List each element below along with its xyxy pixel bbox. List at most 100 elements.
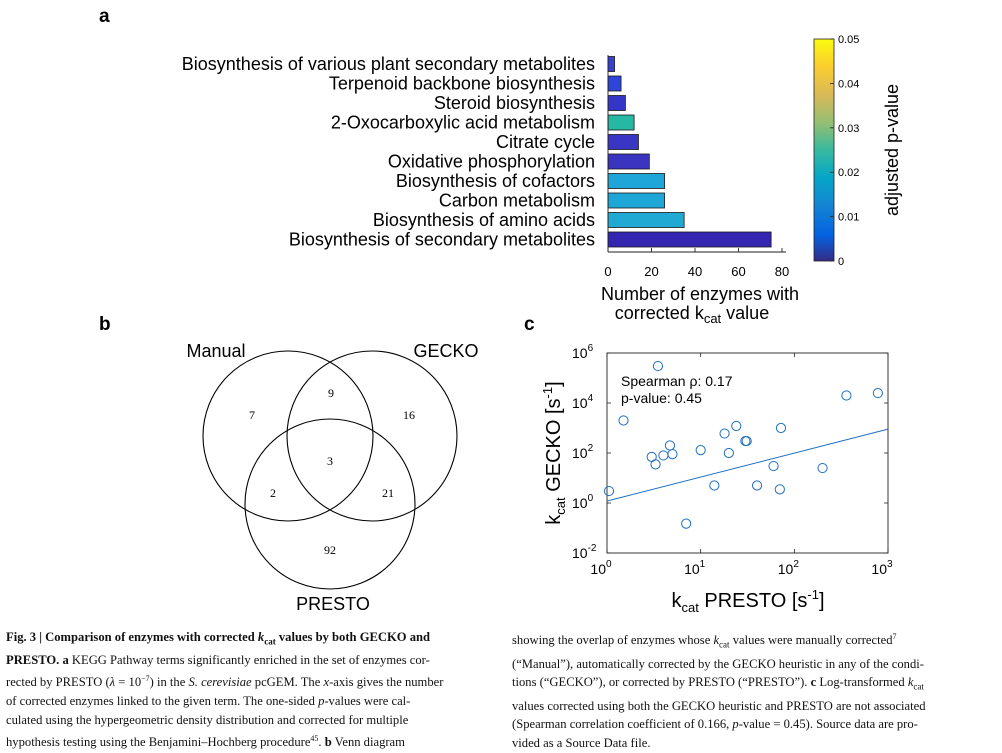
x-tick-label: 101 (684, 559, 706, 577)
data-point-1 (618, 415, 629, 426)
venn-region-gecko-only: 16 (403, 408, 415, 422)
data-point-9 (695, 445, 706, 456)
fit-line (606, 428, 889, 502)
colorbar-tick-label: 0.04 (838, 78, 859, 90)
category-label-3: Steroid biosynthesis (434, 93, 595, 113)
category-label-7: Biosynthesis of cofactors (396, 171, 595, 191)
data-point-5 (650, 459, 661, 470)
caption-line: tions (“GECKO”), or corrected by PRESTO … (512, 675, 924, 692)
caption-line: (“Manual”), automatically corrected by t… (512, 656, 924, 671)
data-point-21 (841, 390, 852, 401)
colorbar-ticks: 0 0.01 0.02 0.03 0.04 0.05 (830, 34, 859, 268)
caption-line: values corrected using both the GECKO he… (512, 698, 926, 713)
category-label-5: Citrate cycle (496, 132, 595, 152)
data-point-19 (775, 422, 787, 434)
data-point-2 (652, 360, 664, 372)
spearman-annotation: Spearman ρ: 0.17 (621, 373, 733, 389)
venn-label-manual: Manual (186, 341, 245, 361)
colorbar-label: adjusted p-value (882, 84, 902, 216)
data-point-22 (872, 387, 883, 399)
x-tick-label: 100 (590, 559, 612, 577)
colorbar-tick-label: 0.03 (838, 123, 859, 135)
colorbar (813, 38, 835, 262)
data-point-13 (731, 420, 742, 432)
y-tick-label: 100 (572, 493, 594, 511)
enrichment-bar-chart: Biosynthesis of various plant secondary … (182, 34, 902, 326)
venn-region-manual-presto: 2 (270, 486, 276, 500)
colorbar-tick-label: 0.02 (838, 167, 859, 179)
data-point-3 (603, 485, 615, 497)
panel-a-letter: a (99, 6, 110, 27)
y-tick-label: 104 (572, 393, 594, 411)
category-label-6: Oxidative phosphorylation (388, 152, 595, 172)
pvalue-annotation: p-value: 0.45 (621, 390, 702, 406)
data-point-18 (774, 484, 785, 495)
caption-line: of corrected enzymes linked to the given… (6, 694, 411, 709)
fit-line-group (606, 428, 889, 502)
y-tick-label: 10-2 (572, 543, 597, 561)
data-point-11 (719, 428, 730, 439)
x-tick-label: 40 (688, 264, 702, 279)
venn-region-manual-only: 7 (249, 408, 255, 422)
category-label-10: Biosynthesis of secondary metabolites (289, 230, 595, 250)
caption-line: rected by PRESTO (λ = 10−7) in the S. ce… (6, 674, 444, 690)
x-axis-title-line2: corrected kcat value (615, 303, 769, 326)
data-point-20 (817, 462, 828, 474)
data-point-12 (723, 447, 734, 459)
venn-region-gecko-presto: 21 (382, 486, 394, 500)
colorbar-tick-label: 0.01 (838, 212, 859, 224)
data-point-17 (768, 460, 779, 472)
category-label-1: Biosynthesis of various plant secondary … (182, 54, 595, 74)
caption-line: hypothesis testing using the Benjamini–H… (6, 733, 405, 749)
colorbar-tick-label: 0.05 (838, 34, 859, 46)
data-point-23 (681, 518, 692, 529)
category-label-4: 2-Oxocarboxylic acid metabolism (331, 113, 595, 133)
venn-circle-gecko (286, 350, 458, 522)
data-point-8 (667, 449, 678, 460)
data-point-16 (751, 480, 763, 491)
scatter-points (603, 360, 883, 529)
x-tick-label: 102 (778, 559, 800, 577)
category-label-2: Terpenoid backbone biosynthesis (329, 74, 595, 94)
caption-line: culated using the hypergeometric density… (6, 712, 409, 727)
venn-region-presto-only: 92 (324, 543, 336, 557)
x-axis-title-line1: Number of enzymes with (601, 284, 799, 304)
y-axis-title: kcat GECKO [s-1] (540, 381, 568, 524)
bars-group (607, 56, 772, 248)
x-tick-label: 60 (731, 264, 745, 279)
panel-c-letter: c (524, 314, 535, 335)
caption-line: Fig. 3 | Comparison of enzymes with corr… (6, 630, 431, 647)
y-tick-label: 102 (572, 443, 594, 461)
x-axis: 0 20 40 60 80 (604, 55, 789, 279)
x-axis-title: kcat PRESTO [s-1] (671, 587, 824, 615)
figure-caption-left: Fig. 3 | Comparison of enzymes with corr… (6, 628, 492, 752)
venn-circle-presto (244, 418, 416, 590)
category-label-9: Biosynthesis of amino acids (373, 210, 595, 230)
venn-label-presto: PRESTO (296, 594, 370, 614)
venn-region-manual-gecko: 9 (328, 386, 334, 400)
caption-line: vided as a Source Data file. (512, 736, 651, 751)
data-point-6 (658, 450, 669, 461)
x-axis-ticks: 100 101 102 103 (590, 353, 893, 577)
colorbar-tick-label: 0 (838, 256, 844, 268)
figure-caption-right: showing the overlap of enzymes whose kca… (512, 628, 998, 753)
caption-line: PRESTO. a KEGG Pathway terms significant… (6, 653, 430, 668)
y-tick-label: 106 (572, 343, 594, 361)
venn-circle-manual (202, 350, 374, 522)
category-labels: Biosynthesis of various plant secondary … (182, 54, 595, 250)
caption-line: showing the overlap of enzymes whose kca… (512, 632, 897, 650)
y-axis-ticks: 10-2 100 102 104 106 (572, 343, 888, 561)
data-point-10 (709, 480, 720, 491)
venn-diagram: Manual GECKO PRESTO 7 9 16 3 2 21 92 (186, 341, 478, 614)
venn-label-gecko: GECKO (413, 341, 478, 361)
category-label-8: Carbon metabolism (439, 191, 595, 211)
x-tick-label: 80 (775, 264, 789, 279)
caption-line: (Spearman correlation coefficient of 0.1… (512, 717, 918, 732)
x-tick-label: 0 (604, 264, 611, 279)
venn-region-all: 3 (327, 454, 333, 468)
data-point-7 (664, 440, 676, 451)
x-tick-label: 20 (644, 264, 658, 279)
data-point-15 (741, 435, 752, 447)
panel-b-letter: b (99, 314, 111, 335)
